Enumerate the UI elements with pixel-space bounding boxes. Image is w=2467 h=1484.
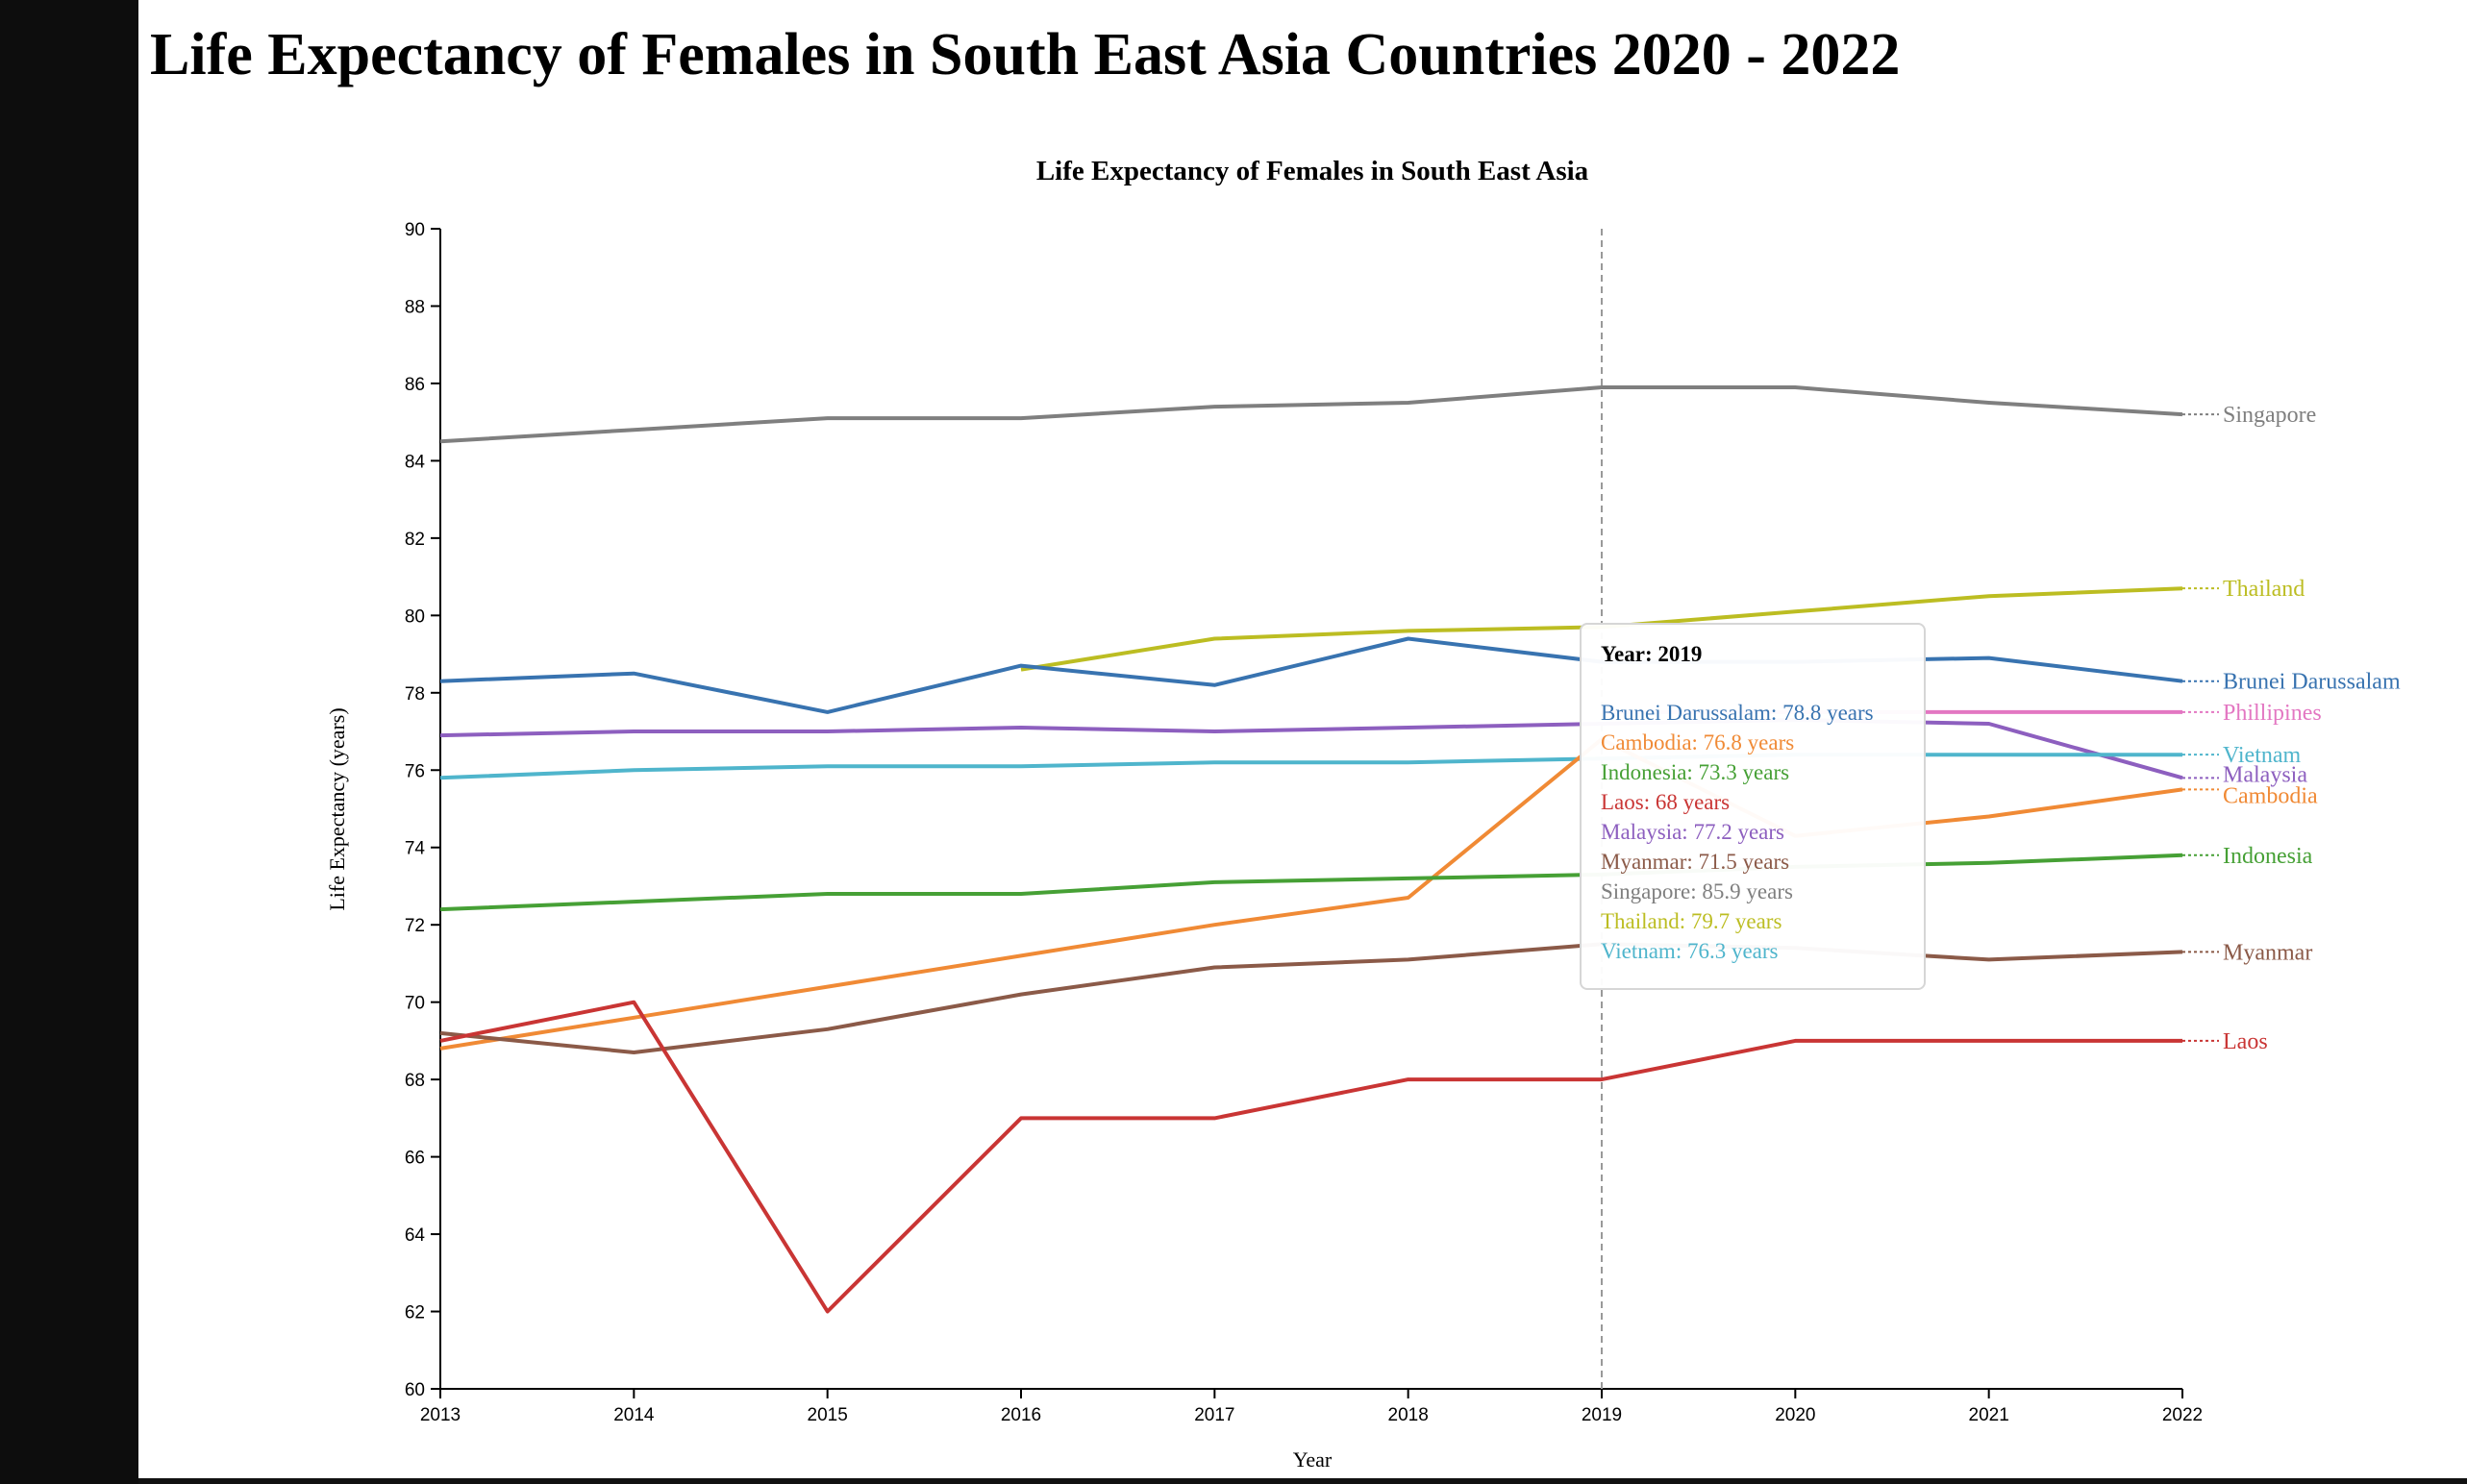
y-tick-label: 70 <box>405 994 425 1014</box>
x-tick-label: 2021 <box>1969 1405 2009 1425</box>
tooltip-row: Brunei Darussalam: 78.8 years <box>1601 701 1874 725</box>
series-label-brunei-darussalam: Brunei Darussalam <box>2223 670 2401 695</box>
x-tick-label: 2020 <box>1775 1405 1815 1425</box>
series-label-malaysia: Malaysia <box>2223 762 2307 787</box>
y-tick-label: 88 <box>405 297 425 317</box>
series-line-laos[interactable] <box>439 1000 2182 1314</box>
y-tick-label: 64 <box>405 1225 426 1246</box>
x-tick-label: 2015 <box>808 1405 848 1425</box>
y-tick-label: 78 <box>405 684 425 705</box>
y-tick-label: 84 <box>405 452 426 472</box>
tooltip-row: Vietnam: 76.3 years <box>1601 939 1779 963</box>
tooltip-year: Year: 2019 <box>1601 642 1703 666</box>
y-tick-label: 60 <box>405 1380 425 1400</box>
y-tick-label: 66 <box>405 1149 425 1169</box>
y-tick-label: 74 <box>405 839 426 859</box>
x-tick-label: 2018 <box>1388 1405 1429 1425</box>
page-title: Life Expectancy of Females in South East… <box>150 22 1901 87</box>
y-tick-label: 90 <box>405 220 425 240</box>
series-label-cambodia: Cambodia <box>2223 783 2318 808</box>
tooltip-row: Malaysia: 77.2 years <box>1601 820 1784 844</box>
series-label-phillipines: Phillipines <box>2223 701 2322 726</box>
bottom-frame-bar <box>138 1478 2467 1484</box>
series-labels: Singapore Thailand Brunei Darussalam Philli… <box>2182 403 2401 1054</box>
x-tick-label: 2014 <box>613 1405 655 1425</box>
x-axis: 2013 2014 2015 2016 2017 2018 2019 2020 2021 2022 <box>420 1388 2203 1425</box>
tooltip-row: Myanmar: 71.5 years <box>1601 850 1790 874</box>
y-tick-label: 62 <box>405 1303 425 1323</box>
chart-title: Life Expectancy of Females in South East… <box>1036 156 1589 186</box>
tooltip-row: Indonesia: 73.3 years <box>1601 760 1790 784</box>
series-label-laos: Laos <box>2223 1029 2268 1054</box>
series-label-singapore: Singapore <box>2223 403 2316 428</box>
series-label-myanmar: Myanmar <box>2223 940 2312 965</box>
y-tick-label: 72 <box>405 916 425 936</box>
tooltip-row: Thailand: 79.7 years <box>1601 909 1782 933</box>
x-axis-label: Year <box>1293 1447 1333 1472</box>
x-tick-label: 2017 <box>1194 1405 1234 1425</box>
tooltip-rows: Brunei Darussalam: 78.8 years Cambodia: 7… <box>1601 698 1905 966</box>
tooltip-row: Laos: 68 years <box>1601 790 1731 814</box>
x-tick-label: 2022 <box>2162 1405 2203 1425</box>
y-tick-label: 80 <box>405 606 425 627</box>
left-frame-bar <box>0 0 138 1484</box>
tooltip-row: Cambodia: 76.8 years <box>1601 730 1795 754</box>
y-tick-label: 68 <box>405 1071 425 1091</box>
hover-tooltip: Year: 2019 Brunei Darussalam: 78.8 years… <box>1580 623 1926 990</box>
y-axis-label: Life Expectancy (years) <box>325 707 349 910</box>
series-line-singapore[interactable] <box>439 385 2183 444</box>
series-label-thailand: Thailand <box>2223 577 2305 602</box>
tooltip-row: Singapore: 85.9 years <box>1601 879 1793 903</box>
series-label-indonesia: Indonesia <box>2223 844 2313 869</box>
y-tick-label: 86 <box>405 375 425 395</box>
y-axis: 60 62 64 66 68 70 72 74 76 78 80 82 84 86 88 90 <box>405 220 441 1400</box>
x-tick-label: 2019 <box>1582 1405 1622 1425</box>
x-tick-label: 2016 <box>1001 1405 1041 1425</box>
series-label-vietnam: Vietnam <box>2223 743 2302 768</box>
y-tick-label: 76 <box>405 761 425 781</box>
x-tick-label: 2013 <box>420 1405 461 1425</box>
y-tick-label: 82 <box>405 530 425 550</box>
